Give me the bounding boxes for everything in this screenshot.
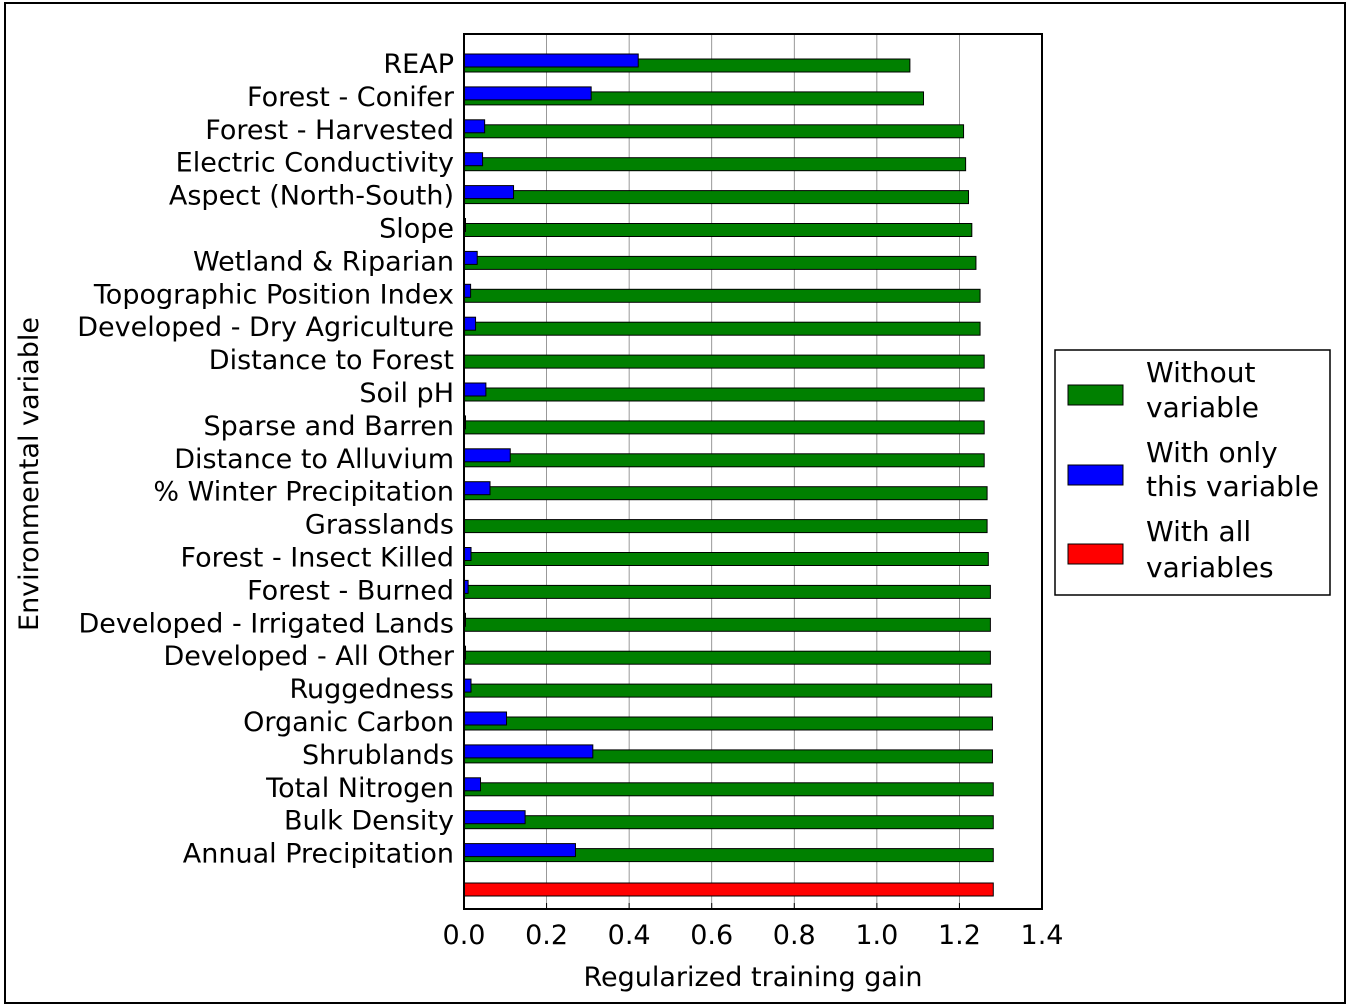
bar-with-only-variable	[463, 316, 477, 331]
bar-without-variable	[463, 223, 973, 237]
bar-without-variable	[463, 288, 981, 303]
bar-without-variable	[463, 354, 985, 369]
y-tick-label: Shrublands	[302, 740, 454, 771]
legend-label-without: Without	[1146, 356, 1255, 389]
x-tick-label: 1.2	[938, 920, 981, 951]
y-tick-label: Slope	[379, 214, 454, 245]
y-tick-label: Annual Precipitation	[183, 839, 454, 870]
bar-with-only-variable	[463, 843, 576, 858]
y-tick-label: Developed - Dry Agriculture	[77, 312, 454, 343]
y-tick-label: Distance to Forest	[209, 345, 454, 376]
bar-without-variable	[463, 716, 993, 731]
bar-without-variable	[463, 453, 985, 468]
x-tick-label: 1.0	[855, 920, 898, 951]
x-tick-label: 0.4	[608, 920, 651, 951]
bar-without-variable	[463, 650, 991, 665]
y-tick-label: Forest - Harvested	[205, 115, 454, 146]
y-tick-label: Aspect (North-South)	[169, 181, 454, 212]
x-tick-labels: 0.0 0.2 0.4 0.6 0.8 1.0 1.2 1.4	[443, 920, 1064, 951]
bar-with-only-variable	[463, 711, 508, 726]
y-tick-label: Forest - Insect Killed	[181, 543, 455, 574]
bar-with-only-variable	[463, 547, 472, 561]
legend-label-only: With only	[1146, 436, 1278, 469]
y-tick-label: Forest - Conifer	[247, 82, 455, 113]
bar-without-variable	[463, 486, 988, 501]
bars-group	[463, 53, 994, 897]
x-tick-label: 0.0	[443, 920, 486, 951]
bar-without-variable	[463, 124, 965, 139]
x-tick-label: 0.8	[773, 920, 816, 951]
y-tick-label: Developed - All Other	[163, 641, 454, 672]
legend-label-only: this variable	[1146, 470, 1319, 503]
bar-with-only-variable	[463, 250, 478, 265]
y-tick-label: Bulk Density	[284, 806, 454, 837]
y-tick-label: Distance to Alluvium	[174, 444, 454, 475]
y-tick-label: Topographic Position Index	[93, 279, 454, 310]
y-tick-label: REAP	[383, 49, 454, 80]
y-tick-label: Soil pH	[359, 378, 454, 409]
legend-label-all: With all	[1146, 515, 1251, 548]
bar-without-variable	[463, 683, 993, 698]
y-tick-label: Grasslands	[305, 510, 454, 541]
bar-with-only-variable	[463, 86, 592, 101]
x-tick-label: 1.4	[1021, 920, 1064, 951]
bar-with-only-variable	[463, 744, 594, 759]
bar-without-variable	[463, 157, 967, 172]
y-tick-label: Forest - Burned	[247, 575, 454, 606]
y-tick-label: Ruggedness	[289, 674, 454, 705]
bar-with-only-variable	[463, 448, 511, 463]
bar-with-all-variables	[463, 882, 994, 897]
plot-area	[463, 33, 1043, 910]
bar-with-only-variable	[463, 119, 486, 134]
bar-without-variable	[463, 519, 988, 534]
bar-with-only-variable	[463, 810, 526, 825]
bar-with-only-variable	[463, 777, 482, 792]
y-tick-label: Developed - Irrigated Lands	[78, 608, 454, 639]
bar-without-variable	[463, 387, 985, 402]
x-axis-label: Regularized training gain	[583, 962, 922, 993]
y-tick-label: Wetland & Riparian	[193, 246, 454, 277]
legend-swatch-all	[1067, 543, 1124, 565]
bar-without-variable	[463, 420, 985, 435]
bar-with-only-variable	[463, 382, 487, 397]
legend-swatch-only	[1067, 464, 1124, 486]
bar-without-variable	[463, 782, 994, 797]
legend-label-all: variables	[1146, 551, 1274, 584]
bar-without-variable	[463, 617, 991, 632]
bar-without-variable	[463, 815, 994, 830]
y-tick-label: % Winter Precipitation	[153, 477, 454, 508]
bar-without-variable	[463, 584, 991, 599]
y-tick-label: Sparse and Barren	[204, 411, 455, 442]
bar-without-variable	[463, 190, 970, 205]
legend-label-without: variable	[1146, 391, 1259, 424]
bar-with-only-variable	[463, 481, 491, 496]
x-tick-label: 0.6	[690, 920, 733, 951]
bar-without-variable	[463, 552, 989, 566]
legend-swatch-without	[1067, 384, 1124, 406]
y-axis-label: Environmental variable	[14, 317, 45, 631]
bar-with-only-variable	[463, 53, 639, 68]
bar-with-only-variable	[463, 678, 472, 693]
x-tick-label: 0.2	[525, 920, 568, 951]
y-tick-label: Electric Conductivity	[176, 148, 454, 179]
y-tick-label: Total Nitrogen	[265, 773, 454, 804]
bar-with-only-variable	[463, 152, 484, 167]
bar-with-only-variable	[463, 185, 515, 200]
bar-without-variable	[463, 255, 977, 270]
y-tick-label: Organic Carbon	[243, 707, 454, 738]
bar-without-variable	[463, 321, 981, 336]
